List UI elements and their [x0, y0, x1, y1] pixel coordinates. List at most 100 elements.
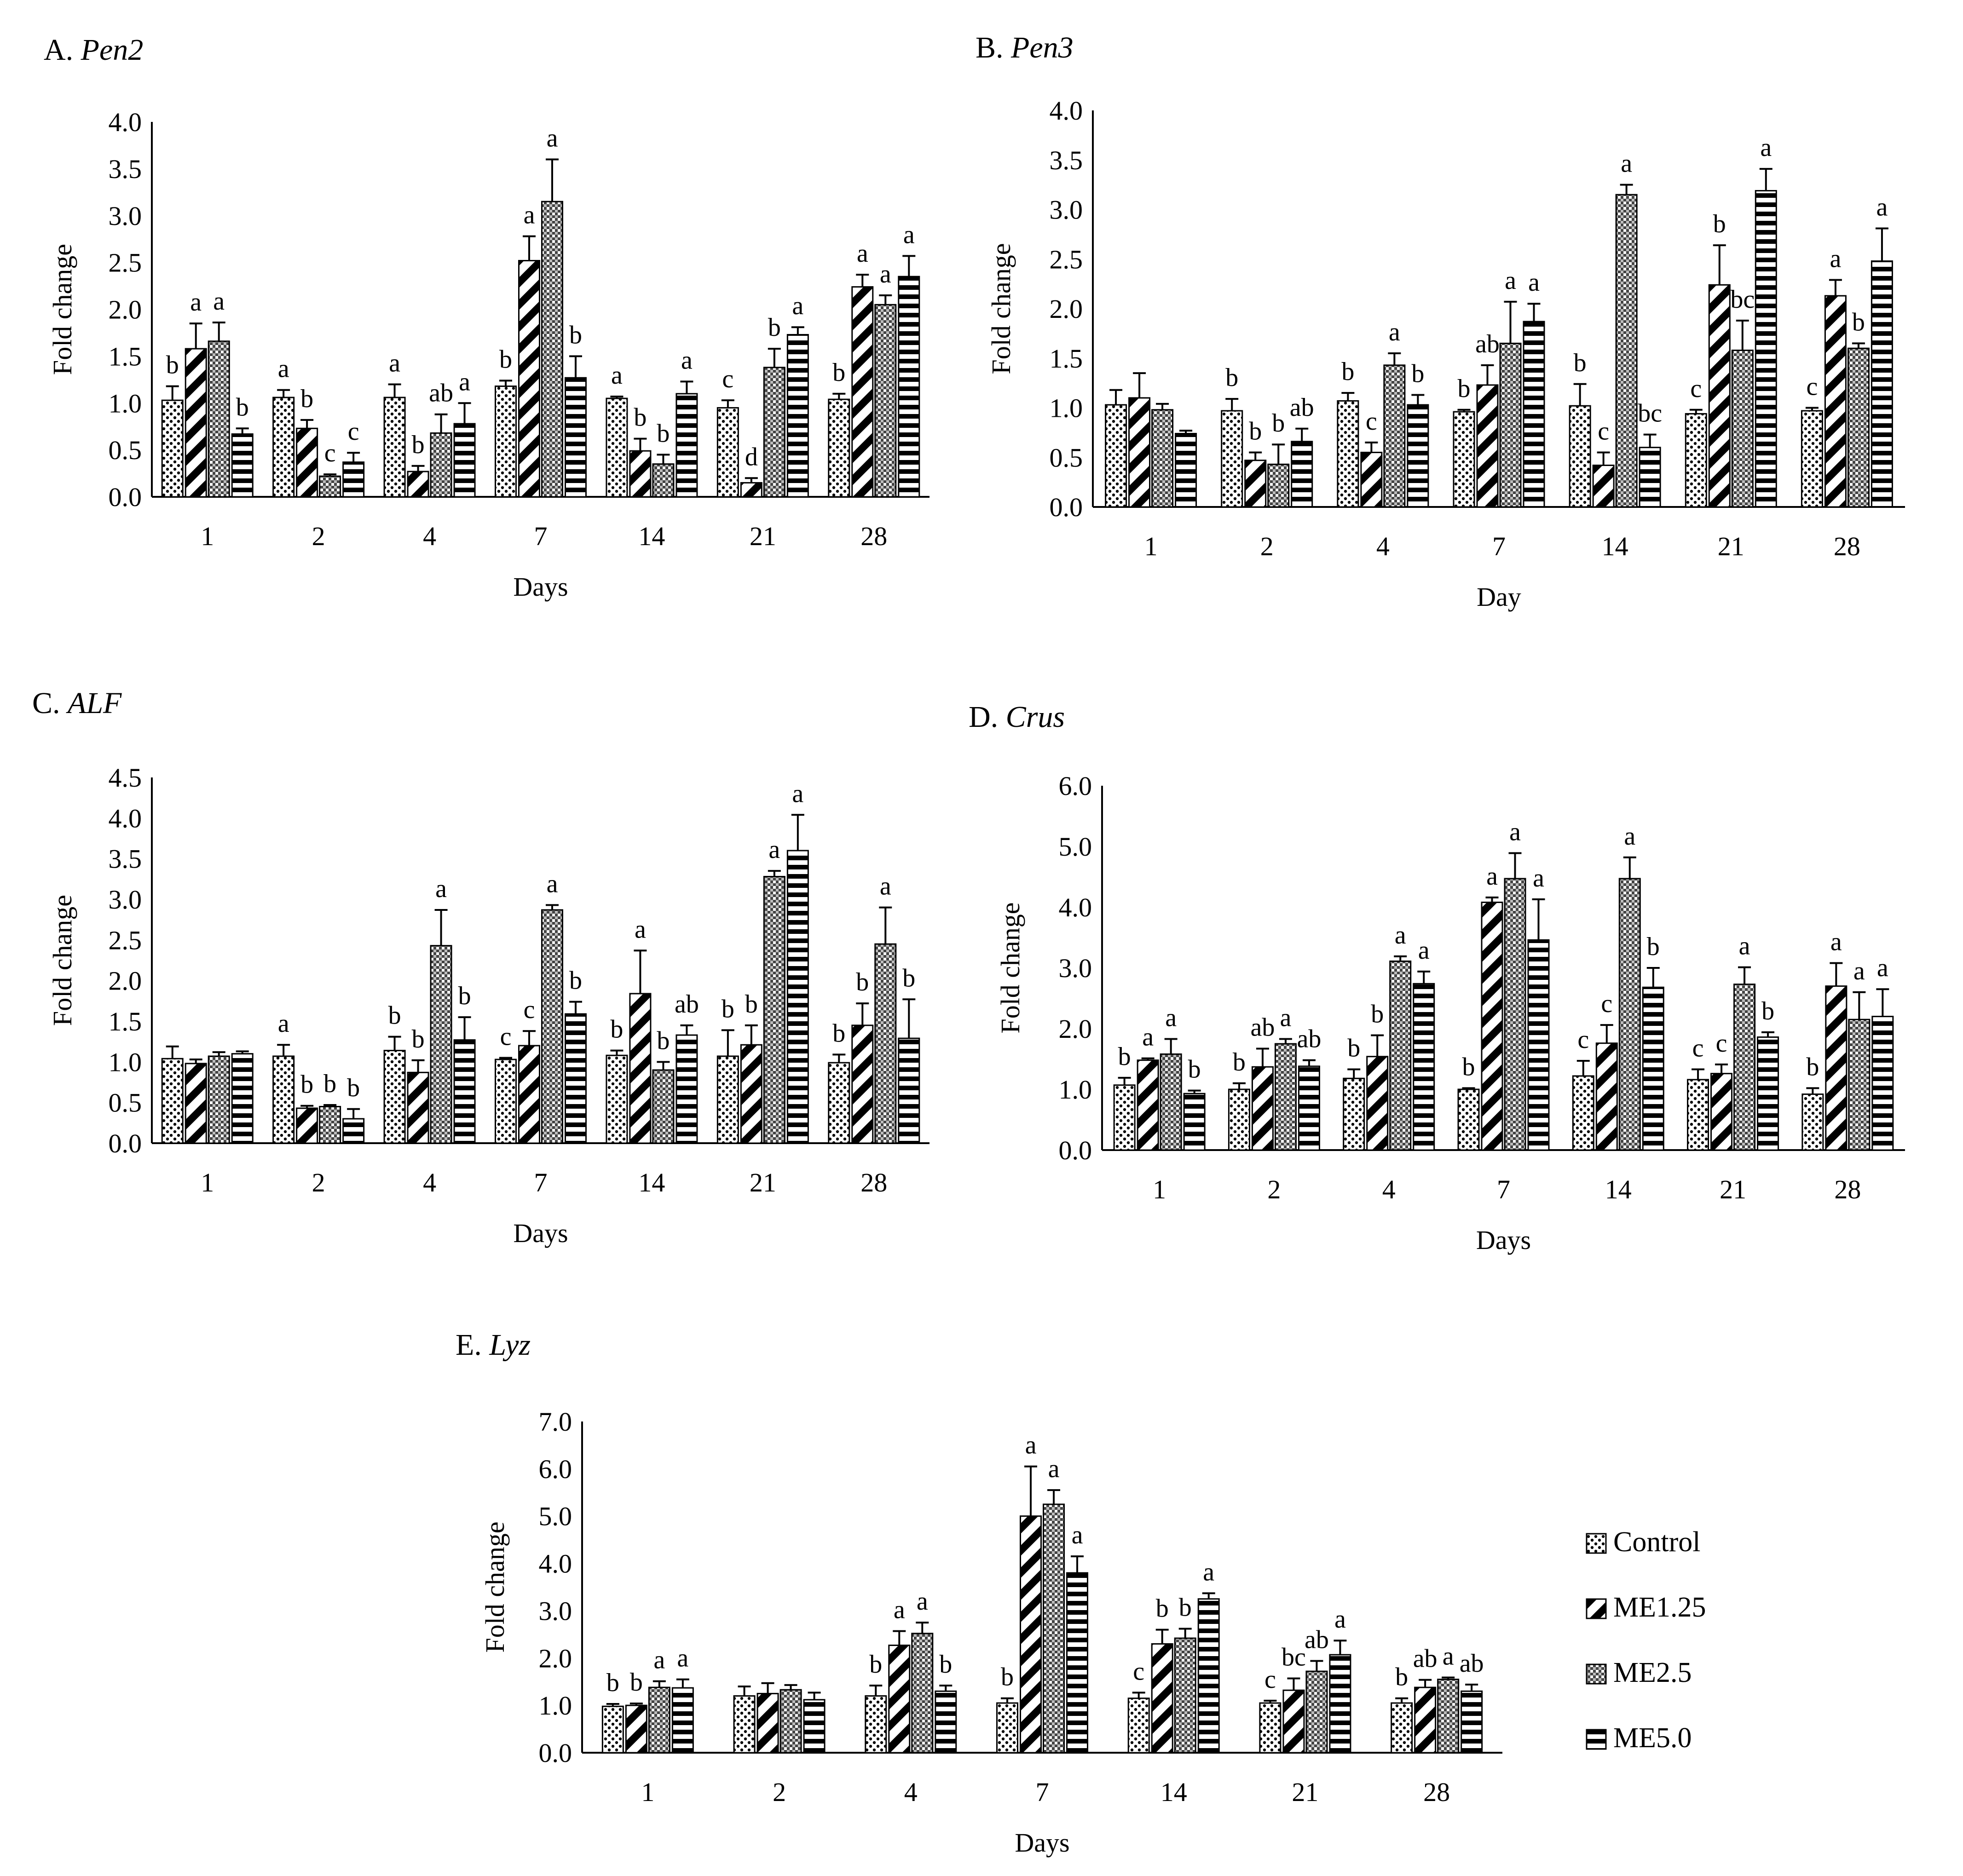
x-tick-label: 7: [1497, 1174, 1510, 1204]
significance-letter: c: [348, 417, 359, 446]
y-tick-label: 3.5: [1050, 145, 1083, 175]
bar-me2-5-day-21: [763, 367, 785, 498]
bar-me2-5-day-28: [1437, 1679, 1460, 1754]
bar-me2-5-day-14: [1615, 194, 1638, 508]
x-tick-label: 2: [1260, 531, 1274, 561]
chart-alf: C. ALF 0.0 0.5 1.0 1.5 2.0 2.5 3.0 3.5 4.0 4.5 Fold…: [32, 686, 930, 1248]
bar-me1-25-day-14: [629, 993, 652, 1144]
significance-letter: c: [1806, 373, 1818, 401]
bar-me2-5-day-2: [1267, 463, 1290, 508]
y-axis-label: Fold change: [47, 244, 77, 375]
significance-letter: b: [499, 345, 512, 374]
significance-letter: b: [657, 1026, 670, 1055]
significance-letter: a: [917, 1587, 928, 1616]
x-tick-label: 28: [1834, 1174, 1861, 1204]
bar-control-day-21: [1685, 413, 1707, 508]
bar-control-day-2: [733, 1695, 756, 1754]
bar-me1-25-day-21: [740, 482, 762, 498]
significance-letter: b: [388, 1001, 401, 1030]
bar-me1-25-day-21: [1710, 1073, 1733, 1151]
significance-letter: a: [1621, 150, 1632, 178]
significance-letter: ab: [429, 379, 453, 408]
y-tick-label: 1.0: [539, 1691, 572, 1721]
chart-title-prefix: D.: [969, 700, 1006, 734]
bar-me5-0-day-28: [1461, 1690, 1483, 1754]
bar-me1-25-day-2: [296, 427, 318, 498]
y-tick-label: 2.5: [109, 248, 142, 278]
bar-me2-5-day-1: [1160, 1053, 1182, 1151]
significance-letter: a: [1624, 822, 1635, 851]
bar-me2-5-day-1: [208, 1055, 230, 1144]
chart-title-gene: Crus: [1006, 700, 1065, 734]
significance-letter: a: [435, 875, 447, 903]
bar-control-day-2: [272, 397, 295, 498]
bar-me1-25-day-2: [296, 1107, 318, 1144]
y-tick-label: 0.0: [539, 1738, 572, 1768]
y-tick-label: 1.0: [1059, 1075, 1092, 1105]
bar-me5-0-day-14: [1639, 447, 1661, 508]
y-tick-label: 2.0: [539, 1643, 572, 1673]
significance-letter: b: [347, 1074, 360, 1102]
bar-me5-0-day-14: [1197, 1598, 1220, 1754]
bar-me2-5-day-7: [1504, 878, 1526, 1151]
significance-letter: b: [569, 321, 582, 349]
bar-me5-0-day-1: [1175, 433, 1197, 508]
bar-me1-25-day-7: [1020, 1515, 1042, 1754]
y-tick-label: 4.0: [539, 1549, 572, 1579]
y-tick-label: 1.0: [109, 1047, 142, 1077]
bar-me2-5-day-28: [1847, 347, 1870, 508]
bar-me2-5-day-4: [430, 945, 452, 1144]
y-tick-label: 4.0: [1050, 96, 1083, 126]
significance-letter: b: [1647, 932, 1660, 961]
significance-letter: b: [236, 393, 249, 421]
significance-letter: a: [1528, 268, 1540, 297]
bar-me2-5-day-1: [648, 1686, 670, 1754]
chart-crus: D. Crus 0.0 1.0 2.0 3.0 4.0 5.0 6.0 Fold change 1…: [969, 700, 1905, 1255]
significance-letter: b: [323, 1070, 336, 1098]
bar-me1-25-day-28: [851, 1024, 874, 1144]
x-tick-label: 4: [1376, 531, 1390, 561]
bar-me1-25-day-1: [625, 1704, 647, 1754]
significance-letter: b: [1272, 409, 1285, 437]
y-tick-label: 1.5: [109, 341, 142, 371]
x-tick-label: 28: [1834, 531, 1860, 561]
legend-swatch-horiz: [1586, 1729, 1607, 1750]
x-tick-label: 21: [1720, 1174, 1746, 1204]
bar-me5-0-day-14: [676, 393, 698, 498]
significance-letter: a: [768, 835, 780, 864]
bar-me5-0-day-4: [935, 1690, 957, 1754]
legend-swatch-dots: [1586, 1533, 1607, 1554]
bar-me5-0-day-2: [803, 1699, 826, 1754]
significance-letter: a: [389, 349, 400, 378]
significance-letter: b: [832, 1019, 845, 1047]
chart-title-prefix: E.: [456, 1328, 489, 1362]
significance-letter: a: [1876, 193, 1888, 221]
significance-letter: b: [939, 1650, 952, 1679]
bar-me5-0-day-21: [1755, 190, 1777, 508]
significance-letter: a: [1280, 1003, 1291, 1032]
bar-me2-5-day-28: [874, 943, 897, 1144]
significance-letter: c: [324, 439, 336, 467]
y-tick-label: 0.5: [109, 1088, 142, 1118]
bar-me1-25-day-14: [1595, 1042, 1618, 1151]
bar-control-day-14: [606, 397, 628, 498]
bar-me5-0-day-1: [671, 1687, 694, 1754]
significance-letter: a: [524, 201, 535, 230]
y-tick-label: 0.5: [109, 435, 142, 465]
y-tick-label: 0.0: [1050, 492, 1083, 522]
bar-me2-5-day-4: [1383, 364, 1406, 508]
legend-label: ME1.25: [1613, 1592, 1706, 1623]
x-tick-label: 14: [1605, 1174, 1632, 1204]
significance-letter: ab: [675, 990, 699, 1019]
bar-control-day-1: [161, 1058, 184, 1144]
significance-letter: b: [1118, 1042, 1131, 1071]
bar-me2-5-day-7: [541, 909, 563, 1144]
bar-me5-0-day-21: [1329, 1654, 1351, 1754]
bar-me1-25-day-7: [518, 1045, 540, 1144]
significance-letter: b: [1806, 1053, 1819, 1081]
bar-me2-5-day-7: [1043, 1503, 1065, 1754]
significance-letter: b: [1458, 374, 1471, 403]
significance-letter: a: [1509, 818, 1521, 846]
significance-letter: b: [1761, 997, 1774, 1025]
